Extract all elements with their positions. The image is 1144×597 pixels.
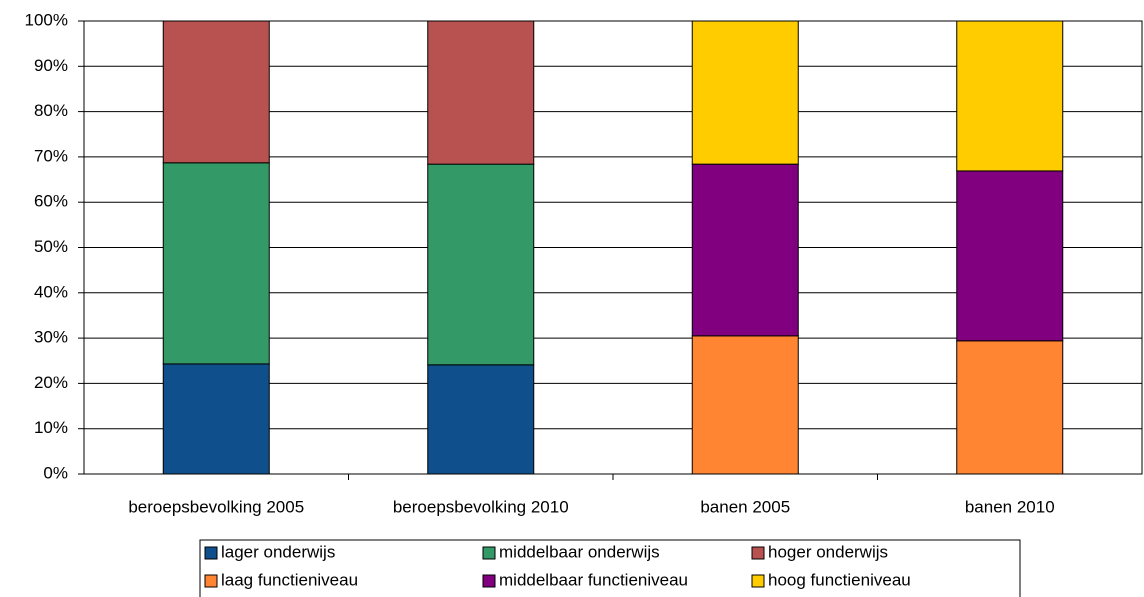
y-tick-label: 80% xyxy=(34,101,68,120)
x-tick-label: beroepsbevolking 2005 xyxy=(128,497,304,516)
bar-segment xyxy=(691,20,799,165)
legend-label: hoger onderwijs xyxy=(768,542,888,561)
y-tick-label: 100% xyxy=(25,10,68,29)
y-tick-label: 40% xyxy=(34,282,68,301)
bar-segment xyxy=(956,170,1064,342)
bar-segment xyxy=(691,163,799,337)
x-tick-label: banen 2010 xyxy=(965,497,1055,516)
legend-label: laag functieniveau xyxy=(221,570,358,589)
legend-label: lager onderwijs xyxy=(221,542,335,561)
legend-label: middelbaar onderwijs xyxy=(499,542,660,561)
bar-segment xyxy=(427,364,535,475)
legend-swatch xyxy=(204,574,218,588)
y-tick-label: 10% xyxy=(34,418,68,437)
bar-segment xyxy=(956,340,1064,475)
x-tick-label: banen 2005 xyxy=(700,497,790,516)
bar-segment xyxy=(427,163,535,366)
bar-segment xyxy=(162,363,270,475)
bar-segment xyxy=(162,162,270,365)
legend-box xyxy=(199,539,1021,597)
legend-label: hoog functieniveau xyxy=(768,570,911,589)
y-tick-label: 50% xyxy=(34,237,68,256)
legend-swatch xyxy=(751,574,765,588)
legend-label: middelbaar functieniveau xyxy=(499,570,688,589)
legend-swatch xyxy=(482,574,496,588)
legend-swatch xyxy=(751,546,765,560)
y-tick-label: 30% xyxy=(34,328,68,347)
bar-segment xyxy=(691,335,799,475)
y-tick-label: 20% xyxy=(34,373,68,392)
y-tick-label: 60% xyxy=(34,192,68,211)
legend-swatch xyxy=(204,546,218,560)
y-tick-label: 0% xyxy=(43,463,68,482)
bar-segment xyxy=(956,20,1064,172)
y-tick-label: 90% xyxy=(34,56,68,75)
legend-swatch xyxy=(482,546,496,560)
bar-segment xyxy=(427,20,535,165)
bar-segment xyxy=(162,20,270,164)
y-tick-label: 70% xyxy=(34,146,68,165)
x-tick-label: beroepsbevolking 2010 xyxy=(393,497,569,516)
